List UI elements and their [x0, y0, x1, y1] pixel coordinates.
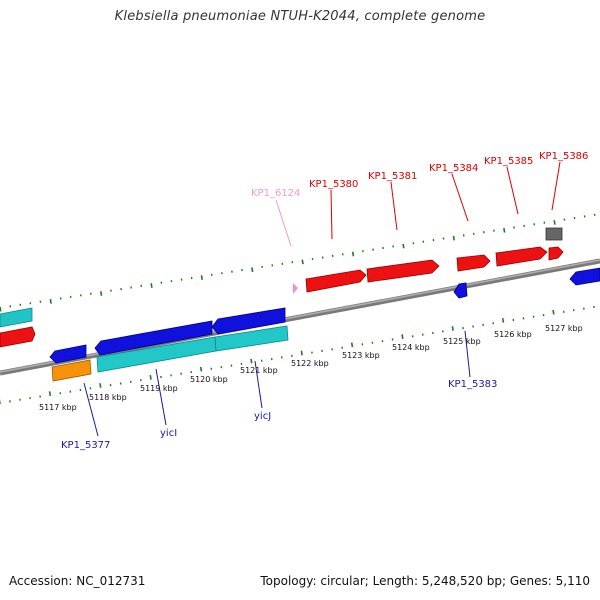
reverse-strand-genes — [49, 282, 468, 382]
upper-track-tick — [200, 275, 203, 281]
scale-label-5123: 5123 kbp — [342, 351, 380, 360]
gene-box-orange[interactable] — [51, 359, 92, 382]
forward-strand-genes — [0, 227, 600, 348]
gene-label-yicI[interactable]: yicI — [160, 428, 177, 439]
gene-arrow-blue-right[interactable] — [569, 267, 600, 286]
lower-track-tick — [350, 342, 354, 348]
label-connectors — [83, 161, 561, 437]
gene-arrow-KP1_5385[interactable] — [495, 246, 548, 267]
lower-track-tick — [199, 366, 203, 372]
upper-track-tick — [402, 243, 405, 249]
gene-arrow-KP1_5381[interactable] — [366, 259, 440, 283]
connector-KP1_5385 — [506, 166, 519, 215]
scale-label-5126: 5126 kbp — [494, 330, 532, 339]
gene-label-KP1_5381[interactable]: KP1_5381 — [368, 171, 417, 182]
upper-track-tick — [150, 283, 153, 288]
scale-label-5118: 5118 kbp — [89, 393, 127, 402]
lower-track-tick — [401, 334, 404, 340]
upper-track-tick — [0, 306, 2, 312]
lower-track-tick — [451, 326, 454, 331]
lower-track-tick — [300, 350, 303, 356]
gene-label-KP1_5385[interactable]: KP1_5385 — [484, 156, 533, 167]
connector-KP1_5380 — [330, 189, 333, 240]
gene-arrow-blue-mid[interactable] — [211, 307, 286, 335]
bottom-gene-labels: KP1_5377 yicI yicJ KP1_5383 — [61, 379, 497, 451]
lower-track-tick — [552, 309, 555, 315]
upper-track-tick — [452, 235, 455, 241]
gene-arrow-left-red[interactable] — [0, 326, 36, 348]
upper-track-tick — [553, 220, 556, 225]
map-title: Klebsiella pneumoniae NTUH-K2044, comple… — [114, 9, 486, 24]
lower-track-tick — [250, 358, 253, 364]
connector-KP1_5381 — [390, 181, 398, 231]
top-gene-labels: KP1_6124 KP1_5380 KP1_5381 KP1_5384 KP1_… — [251, 151, 588, 199]
scale-label-5124: 5124 kbp — [392, 343, 430, 352]
lower-track-tick — [149, 374, 152, 380]
scale-label-5117: 5117 kbp — [39, 403, 77, 412]
upper-track-tick — [251, 267, 254, 273]
upper-tick-track — [0, 213, 596, 312]
gene-box-cyan-yicJ[interactable] — [214, 325, 289, 352]
gene-label-yicJ[interactable]: yicJ — [254, 411, 271, 422]
genome-backbone — [0, 258, 600, 376]
lower-track-tick — [99, 383, 102, 388]
upper-track-tick — [100, 291, 103, 296]
gene-label-KP1_5384[interactable]: KP1_5384 — [429, 163, 478, 174]
connector-KP1_6124 — [275, 199, 292, 247]
gene-label-KP1_5386[interactable]: KP1_5386 — [539, 151, 588, 162]
scale-label-5122: 5122 kbp — [291, 359, 329, 368]
lower-track-tick — [48, 391, 52, 397]
gene-label-KP1_5383[interactable]: KP1_5383 — [448, 379, 497, 390]
gene-arrow-blue-long[interactable] — [94, 320, 213, 356]
gene-arrow-left-cyan-top[interactable] — [0, 307, 33, 328]
gene-label-KP1_6124[interactable]: KP1_6124 — [251, 188, 300, 199]
upper-track-tick — [49, 298, 52, 304]
connector-KP1_5384 — [451, 173, 469, 222]
connector-KP1_5377 — [83, 382, 99, 437]
upper-track-tick — [351, 251, 355, 257]
connector-yicI — [155, 368, 167, 426]
accession-text: Accession: NC_012731 — [9, 574, 146, 588]
upper-track-tick — [301, 259, 304, 265]
gene-arrow-KP1_5384[interactable] — [456, 254, 491, 272]
gene-label-KP1_5377[interactable]: KP1_5377 — [61, 440, 110, 451]
gene-box-grey[interactable] — [545, 227, 563, 241]
scale-label-5125: 5125 kbp — [443, 337, 481, 346]
lower-track-tick — [501, 318, 505, 323]
connector-yicJ — [254, 360, 263, 409]
scale-label-5120: 5120 kbp — [190, 375, 228, 384]
scale-labels: 5117 kbp 5118 kbp 5119 kbp 5120 kbp 5121… — [39, 324, 583, 412]
gene-arrow-KP1_5380[interactable] — [305, 269, 367, 293]
gene-arrow-KP1_5386[interactable] — [548, 246, 564, 261]
gene-arrow-KP1_5377[interactable] — [49, 344, 87, 364]
gene-arrow-KP1_5383[interactable] — [453, 282, 468, 299]
connector-KP1_5383 — [464, 330, 471, 378]
lower-tick-track — [0, 305, 595, 404]
genome-summary-text: Topology: circular; Length: 5,248,520 bp… — [260, 574, 590, 588]
connector-KP1_5386 — [551, 161, 561, 211]
scale-label-5127: 5127 kbp — [545, 324, 583, 333]
upper-track-tick — [503, 227, 506, 233]
genome-backbone-highlight — [0, 259, 600, 373]
scale-label-5121: 5121 kbp — [240, 366, 278, 375]
gene-arrow-KP1_6124[interactable] — [293, 283, 298, 294]
scale-label-5119: 5119 kbp — [140, 384, 178, 393]
gene-label-KP1_5380[interactable]: KP1_5380 — [309, 179, 358, 190]
